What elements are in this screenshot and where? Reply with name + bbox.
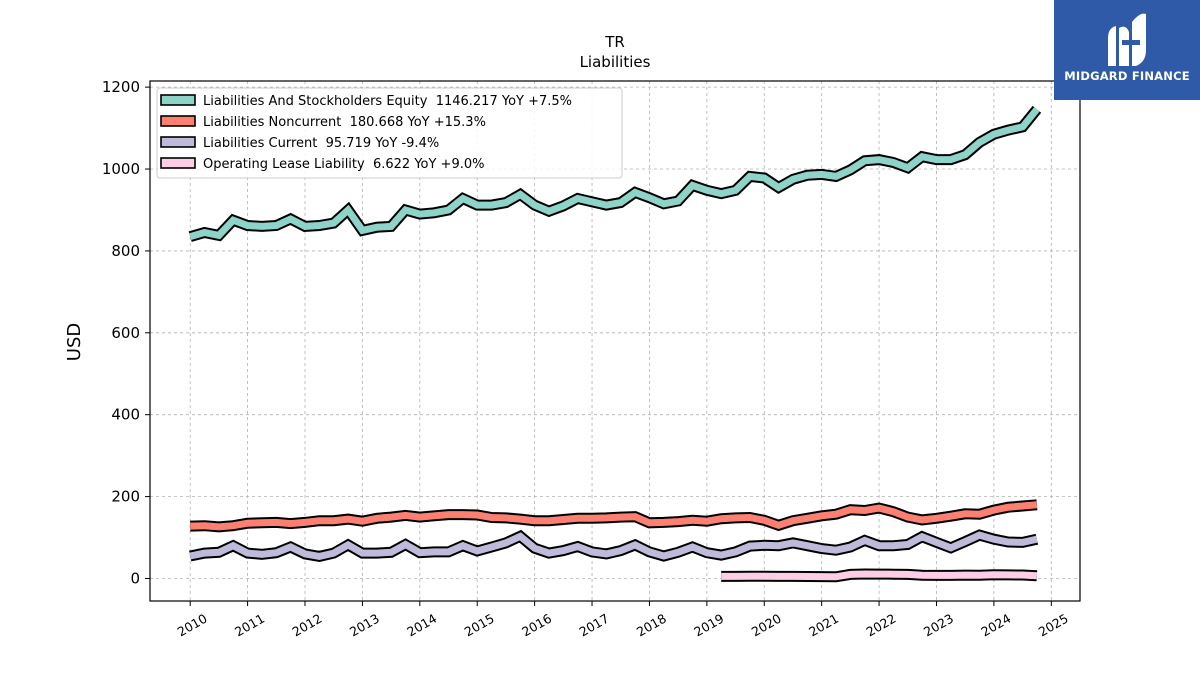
y-tick-label: 800	[111, 242, 140, 260]
legend-label: Operating Lease Liability 6.622 YoY +9.0…	[203, 157, 484, 172]
legend-box	[156, 87, 623, 179]
series-lines	[188, 105, 1042, 583]
x-tick-label: 2012	[289, 611, 324, 640]
series-line	[189, 107, 1040, 240]
y-tick-label: 600	[111, 324, 140, 342]
x-tick-label: 2021	[806, 611, 841, 640]
legend-swatch	[160, 136, 196, 148]
x-tick-label: 2022	[864, 611, 899, 640]
x-tick-label: 2017	[576, 611, 611, 640]
x-tick-label: 2018	[634, 611, 669, 640]
x-tick-label: 2015	[462, 611, 497, 640]
x-tick-label: 2014	[404, 611, 439, 640]
logo-text: MIDGARD FINANCE	[1064, 69, 1190, 83]
y-tick-label: 1200	[102, 78, 140, 96]
y-tick-label: 400	[111, 406, 140, 424]
legend-swatch	[160, 94, 196, 106]
chart-subtitle: Liabilities	[580, 53, 651, 71]
series-line	[721, 570, 1038, 581]
series-2	[189, 529, 1039, 563]
x-tick-label: 2019	[691, 611, 726, 640]
series-1	[190, 499, 1038, 533]
y-tick-label: 200	[111, 488, 140, 506]
x-tick-label: 2024	[978, 611, 1013, 640]
series-line	[190, 501, 1038, 531]
y-tick-label: 1000	[102, 160, 140, 178]
series-0	[188, 105, 1042, 242]
x-tick-label: 2020	[749, 611, 784, 640]
series-line	[189, 531, 1038, 560]
x-tick-label: 2023	[921, 611, 956, 640]
plot-frame	[149, 80, 1081, 602]
legend-label: Liabilities Noncurrent 180.668 YoY +15.3…	[203, 115, 486, 130]
x-tick-label: 2013	[347, 611, 382, 640]
x-tick-label: 2011	[232, 611, 267, 640]
x-tick-label: 2010	[175, 611, 210, 640]
legend: Liabilities And Stockholders Equity 1146…	[156, 87, 623, 179]
x-tick-label: 2025	[1036, 611, 1071, 640]
legend-label: Liabilities Current 95.719 YoY -9.4%	[203, 136, 439, 151]
legend-label: Liabilities And Stockholders Equity 1146…	[203, 94, 572, 109]
y-axis-label: USD	[64, 323, 85, 361]
legend-swatch	[160, 115, 196, 127]
midgard-finance-logo: MIDGARD FINANCE	[1054, 0, 1200, 100]
midgard-logo-icon	[1108, 13, 1146, 67]
legend-swatch	[160, 157, 196, 169]
chart-title: TR	[604, 33, 625, 51]
x-tick-label: 2016	[519, 611, 554, 640]
series-3	[721, 568, 1038, 583]
y-tick-label: 0	[130, 569, 140, 587]
